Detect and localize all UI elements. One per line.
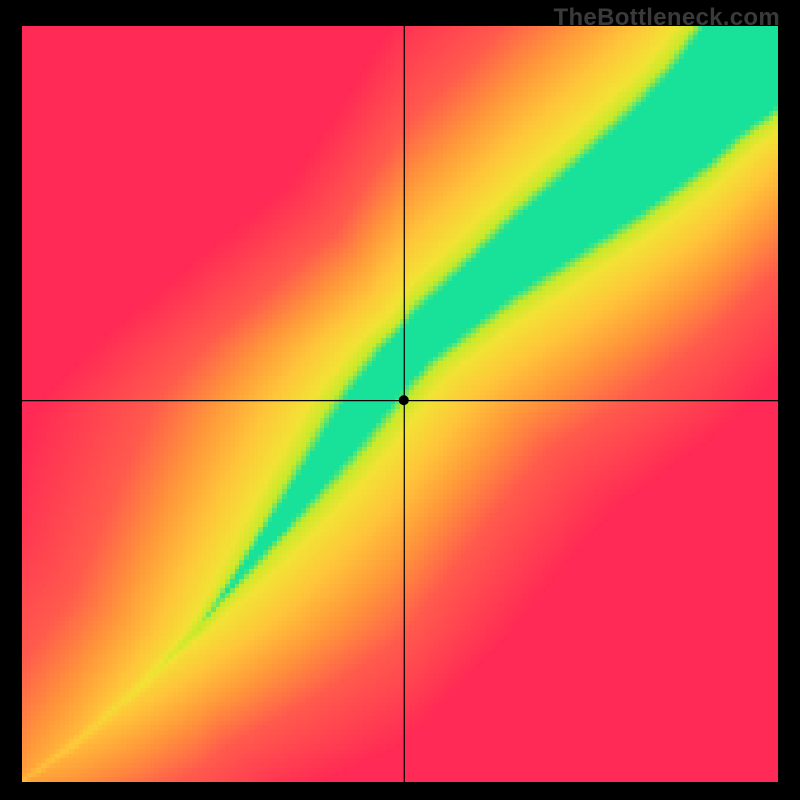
chart-container: TheBottleneck.com xyxy=(0,0,800,800)
bottleneck-heatmap xyxy=(22,26,778,782)
watermark-text: TheBottleneck.com xyxy=(554,4,780,32)
